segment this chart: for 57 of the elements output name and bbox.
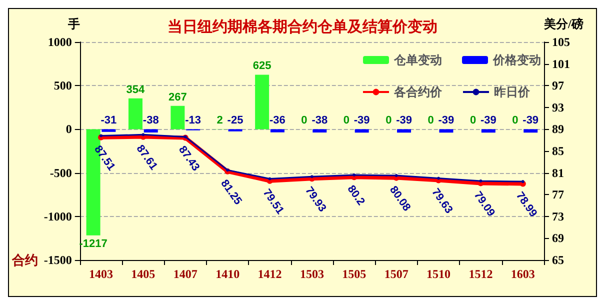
y2-tick-label: 97 <box>552 78 564 93</box>
data-label: 0 <box>386 114 392 127</box>
legend-label: 价格变动 <box>492 53 541 67</box>
data-label: -39 <box>438 114 454 127</box>
x-axis-title: 合约 <box>11 252 38 268</box>
y2-tick-label: 89 <box>552 122 564 136</box>
data-label: 354 <box>126 84 146 96</box>
data-label: -25 <box>227 114 244 127</box>
y2-tick-label: 93 <box>552 100 564 114</box>
x-tick-label: 1505 <box>342 267 366 281</box>
data-label: 0 <box>512 114 518 127</box>
data-label: 0 <box>301 114 308 127</box>
y-tick-label: -500 <box>50 166 72 180</box>
y-axis-title: 手 <box>66 17 80 31</box>
x-tick-label: 1603 <box>510 267 535 281</box>
x-tick-label: 1412 <box>258 267 282 281</box>
data-label: -39 <box>480 114 496 127</box>
legend-label: 昨日价 <box>494 85 531 99</box>
x-tick-label: 1405 <box>131 267 156 281</box>
x-tick-label: 1503 <box>300 267 324 281</box>
data-label: 625 <box>252 60 272 72</box>
x-tick-label: 1410 <box>216 267 240 281</box>
legend-label: 仓单变动 <box>393 53 442 67</box>
data-label: -38 <box>312 114 328 127</box>
y2-tick-label: 69 <box>552 231 564 246</box>
y2-tick-label: 73 <box>552 209 564 224</box>
y-tick-label: 1000 <box>48 35 72 49</box>
x-tick-label: 1510 <box>426 267 451 281</box>
y2-tick-label: 65 <box>552 253 564 267</box>
data-label: -13 <box>185 114 202 127</box>
chart-title: 当日纽约期棉各期合约仓单及结算价变动 <box>168 18 438 36</box>
data-label: 0 <box>343 114 350 127</box>
data-label: -38 <box>142 114 159 127</box>
data-label: -39 <box>522 114 539 127</box>
y-tick-label: 500 <box>54 78 72 93</box>
data-label: 267 <box>168 91 187 104</box>
legend-label: 各合约价 <box>393 85 443 99</box>
y2-tick-label: 85 <box>552 144 564 158</box>
y-tick-label: 0 <box>66 122 72 136</box>
y-tick-label: -1500 <box>44 253 72 267</box>
y-tick-label: -1000 <box>44 209 72 224</box>
y2-tick-label: 105 <box>552 35 570 49</box>
x-tick-label: 1403 <box>88 267 113 281</box>
y2-tick-label: 77 <box>552 188 564 202</box>
data-label: 2 <box>216 114 223 127</box>
x-tick-label: 1507 <box>384 267 408 281</box>
data-label: -31 <box>100 114 117 127</box>
x-tick-label: 1407 <box>173 267 198 281</box>
y2-tick-label: 81 <box>552 166 564 180</box>
x-tick-label: 1512 <box>468 267 493 281</box>
data-label: -39 <box>396 114 412 127</box>
data-label: 0 <box>470 114 476 127</box>
data-label: 0 <box>428 114 434 127</box>
data-label: -36 <box>270 114 286 127</box>
y2-tick-label: 101 <box>552 56 570 71</box>
y2-axis-title: 美分/磅 <box>543 17 584 31</box>
data-label: -39 <box>354 114 370 127</box>
